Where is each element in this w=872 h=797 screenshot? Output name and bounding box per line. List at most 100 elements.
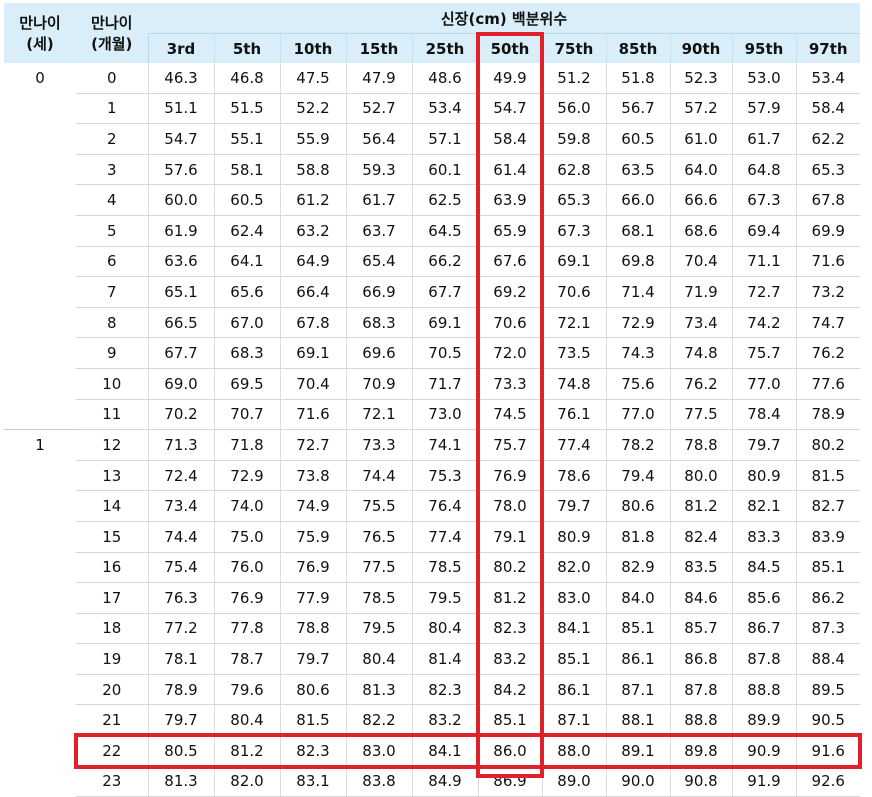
height-value-75th-cell: 59.8 [541, 123, 606, 155]
height-value-25th-cell: 64.5 [411, 215, 478, 247]
height-value-97th-cell: 92.6 [795, 766, 860, 797]
height-value-95th-cell: 88.8 [731, 674, 796, 706]
table-row: 14 73.4 74.0 74.9 75.5 76.4 78.0 79.7 80.6 81.2 82… [4, 490, 860, 522]
height-value-50th-cell: 58.4 [477, 123, 542, 155]
height-value-3rd-cell: 63.6 [147, 246, 214, 278]
height-value-50th-cell: 70.6 [477, 307, 542, 339]
height-value-10th-cell: 58.8 [279, 154, 346, 186]
height-value-15th-cell: 68.3 [345, 307, 412, 339]
height-value-90th-cell: 88.8 [669, 704, 732, 737]
height-value-85th-cell: 89.1 [605, 735, 670, 767]
percentile-header-95th: 95th [731, 33, 796, 63]
height-value-85th-cell: 86.1 [605, 643, 670, 675]
table-row: 8 66.5 67.0 67.8 68.3 69.1 70.6 72.1 72.9 73.4 74.… [4, 307, 860, 339]
height-value-5th-cell: 78.7 [213, 643, 280, 675]
height-value-90th-cell: 61.0 [669, 123, 732, 155]
height-value-75th-cell: 83.0 [541, 582, 606, 614]
height-value-10th-cell: 83.1 [279, 766, 346, 797]
height-value-25th-cell: 84.1 [411, 735, 478, 767]
height-value-5th-cell: 74.0 [213, 490, 280, 522]
height-value-10th-cell: 55.9 [279, 123, 346, 155]
height-value-50th-cell: 85.1 [477, 704, 542, 737]
height-percentile-table: 만나이 (세) 만나이 (개월) 신장(cm) 백분위수 3rd 5th 10th 1… [4, 3, 860, 797]
table-row: 4 60.0 60.5 61.2 61.7 62.5 63.9 65.3 66.0 66.6 67.… [4, 184, 860, 216]
height-value-15th-cell: 65.4 [345, 246, 412, 278]
height-value-90th-cell: 80.0 [669, 460, 732, 492]
height-value-95th-cell: 85.6 [731, 582, 796, 614]
height-value-97th-cell: 81.5 [795, 460, 860, 492]
height-value-25th-cell: 79.5 [411, 582, 478, 614]
height-value-5th-cell: 70.7 [213, 399, 280, 431]
height-value-25th-cell: 82.3 [411, 674, 478, 706]
age-years-cell: 1 [4, 429, 76, 797]
height-value-5th-cell: 46.8 [213, 63, 280, 94]
age-months-header-line1: 만나이 [91, 14, 133, 32]
height-value-5th-cell: 69.5 [213, 368, 280, 400]
height-value-95th-cell: 82.1 [731, 490, 796, 522]
height-value-3rd-cell: 65.1 [147, 276, 214, 308]
age-months-cell: 4 [76, 184, 148, 216]
height-value-3rd-cell: 57.6 [147, 154, 214, 186]
height-value-50th-cell: 65.9 [477, 215, 542, 247]
height-value-5th-cell: 79.6 [213, 674, 280, 706]
height-value-90th-cell: 76.2 [669, 368, 732, 400]
height-value-90th-cell: 84.6 [669, 582, 732, 614]
table-row: 1 12 71.3 71.8 72.7 73.3 74.1 75.7 77.4 78.2 78.8 7… [4, 429, 860, 797]
height-value-25th-cell: 71.7 [411, 368, 478, 400]
height-value-15th-cell: 81.3 [345, 674, 412, 706]
height-value-3rd-cell: 46.3 [147, 63, 214, 94]
age-months-cell: 23 [76, 766, 148, 797]
height-value-97th-cell: 67.8 [795, 184, 860, 216]
height-value-3rd-cell: 69.0 [147, 368, 214, 400]
height-value-75th-cell: 88.0 [541, 735, 606, 767]
height-value-15th-cell: 74.4 [345, 460, 412, 492]
percentile-header-5th: 5th [213, 33, 280, 63]
height-value-10th-cell: 67.8 [279, 307, 346, 339]
height-value-75th-cell: 89.0 [541, 766, 606, 797]
percentile-header-3rd: 3rd [147, 33, 214, 63]
height-value-97th-cell: 82.7 [795, 490, 860, 522]
height-value-5th-cell: 80.4 [213, 704, 280, 737]
height-value-90th-cell: 90.8 [669, 766, 732, 797]
height-value-15th-cell: 75.5 [345, 490, 412, 522]
height-value-75th-cell: 56.0 [541, 93, 606, 125]
height-value-10th-cell: 75.9 [279, 521, 346, 553]
age-months-cell: 2 [76, 123, 148, 155]
height-value-10th-cell: 82.3 [279, 735, 346, 767]
height-value-50th-cell: 75.7 [477, 429, 542, 461]
table-row: 13 72.4 72.9 73.8 74.4 75.3 76.9 78.6 79.4 80.0 80… [4, 460, 860, 492]
height-value-95th-cell: 64.8 [731, 154, 796, 186]
table-row: 23 81.3 82.0 83.1 83.8 84.9 86.9 89.0 90.0 90.8 91… [4, 766, 860, 797]
height-value-75th-cell: 84.1 [541, 613, 606, 645]
height-value-85th-cell: 60.5 [605, 123, 670, 155]
height-value-15th-cell: 83.0 [345, 735, 412, 767]
height-value-3rd-cell: 75.4 [147, 552, 214, 584]
height-value-3rd-cell: 81.3 [147, 766, 214, 797]
height-value-75th-cell: 77.4 [541, 429, 606, 461]
height-value-95th-cell: 53.0 [731, 63, 796, 94]
height-value-3rd-cell: 60.0 [147, 184, 214, 216]
height-value-3rd-cell: 66.5 [147, 307, 214, 339]
age-months-cell: 10 [76, 368, 148, 400]
age-years-header-line2: (세) [26, 35, 54, 53]
height-value-75th-cell: 62.8 [541, 154, 606, 186]
height-value-15th-cell: 78.5 [345, 582, 412, 614]
height-value-15th-cell: 77.5 [345, 552, 412, 584]
height-value-97th-cell: 80.2 [795, 429, 860, 461]
height-value-97th-cell: 87.3 [795, 613, 860, 645]
height-value-5th-cell: 77.8 [213, 613, 280, 645]
height-value-75th-cell: 65.3 [541, 184, 606, 216]
percentile-header-15th: 15th [345, 33, 412, 63]
height-value-95th-cell: 72.7 [731, 276, 796, 308]
table-row: 17 76.3 76.9 77.9 78.5 79.5 81.2 83.0 84.0 84.6 85… [4, 582, 860, 614]
height-value-25th-cell: 69.1 [411, 307, 478, 339]
height-value-15th-cell: 79.5 [345, 613, 412, 645]
height-value-5th-cell: 60.5 [213, 184, 280, 216]
height-value-10th-cell: 73.8 [279, 460, 346, 492]
height-value-25th-cell: 48.6 [411, 63, 478, 94]
table-row: 10 69.0 69.5 70.4 70.9 71.7 73.3 74.8 75.6 76.2 77… [4, 368, 860, 400]
height-value-5th-cell: 76.0 [213, 552, 280, 584]
height-value-85th-cell: 87.1 [605, 674, 670, 706]
height-value-75th-cell: 87.1 [541, 704, 606, 737]
height-value-5th-cell: 81.2 [213, 735, 280, 767]
